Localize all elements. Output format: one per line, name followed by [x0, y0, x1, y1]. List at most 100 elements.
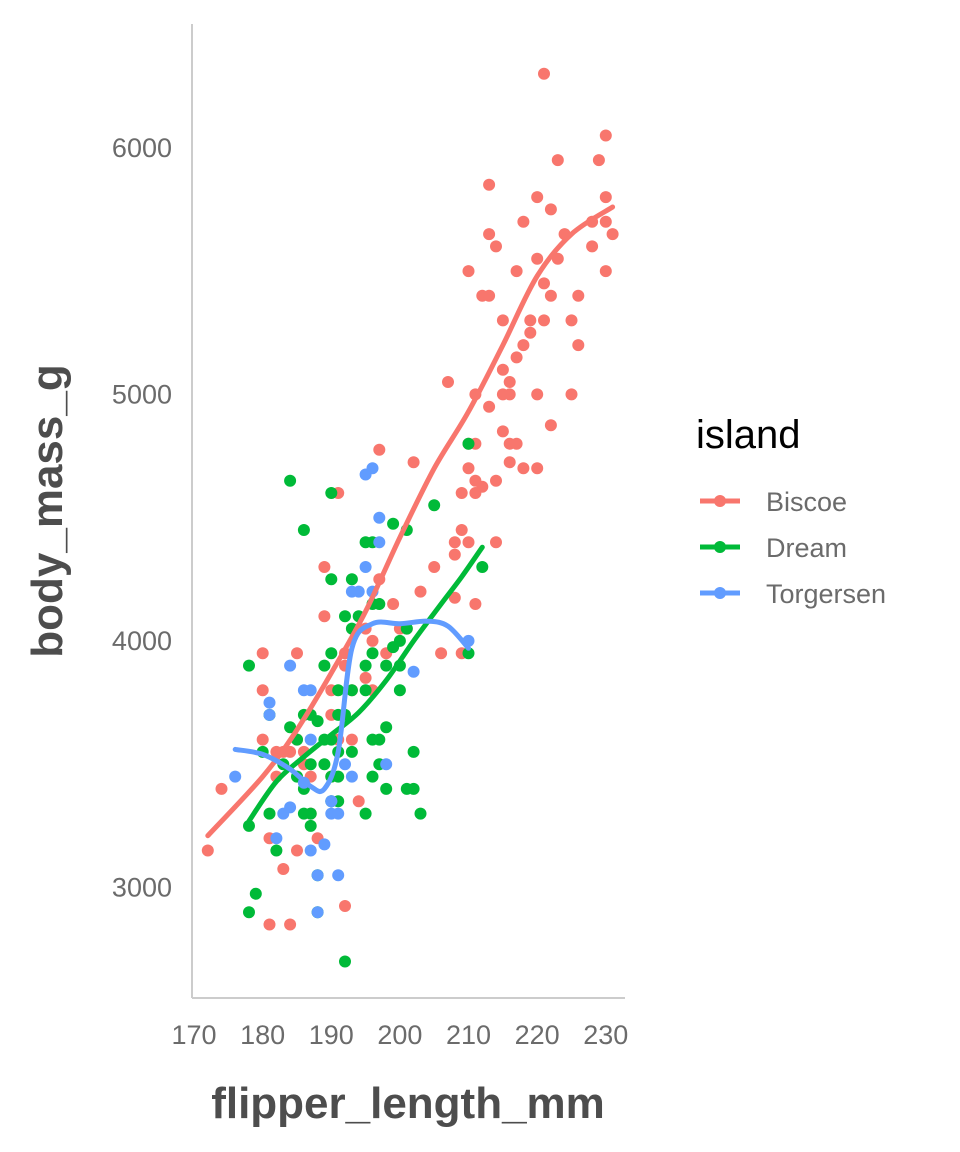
data-point — [318, 758, 331, 771]
data-point — [393, 634, 406, 647]
data-point — [517, 215, 530, 228]
x-tick-label: 190 — [309, 1020, 354, 1050]
data-point — [291, 647, 303, 660]
data-point — [304, 758, 317, 771]
data-point — [442, 376, 454, 388]
data-point — [284, 659, 297, 672]
data-point — [311, 869, 324, 882]
smooth-line-torgersen — [232, 618, 471, 795]
x-axis-title: flipper_length_mm — [211, 1079, 605, 1128]
data-point — [332, 770, 345, 783]
data-point — [345, 585, 358, 598]
data-point — [551, 154, 564, 167]
legend-items: Biscoe Dream Torgersen — [700, 487, 886, 609]
data-point — [393, 684, 406, 697]
smooth-lines — [205, 204, 616, 839]
data-point — [462, 265, 475, 278]
data-point — [538, 67, 550, 80]
data-point — [345, 573, 358, 586]
data-point — [263, 708, 276, 721]
data-point — [483, 228, 496, 241]
data-point — [490, 240, 502, 253]
data-point — [435, 647, 448, 660]
data-point — [332, 869, 345, 882]
data-point — [366, 634, 379, 647]
data-point — [256, 733, 269, 746]
data-point — [538, 314, 550, 327]
data-point — [270, 832, 283, 845]
data-point — [284, 721, 297, 734]
data-point — [229, 770, 242, 783]
data-point — [531, 191, 544, 204]
data-point — [345, 745, 358, 758]
data-point — [455, 487, 468, 499]
data-point — [311, 715, 324, 728]
data-point — [339, 610, 351, 623]
data-point — [544, 289, 557, 302]
data-point — [284, 801, 297, 814]
data-point — [318, 659, 331, 672]
data-point — [304, 819, 317, 832]
data-point — [531, 252, 544, 265]
data-point — [215, 782, 228, 795]
data-point — [483, 178, 496, 191]
y-tick-label: 6000 — [112, 133, 172, 163]
data-point — [284, 918, 297, 931]
data-point — [359, 671, 372, 684]
data-point — [462, 647, 475, 660]
data-point — [476, 561, 489, 573]
y-tick-label: 4000 — [112, 626, 172, 656]
data-point — [448, 591, 461, 604]
data-point — [297, 807, 310, 820]
series-torgersen — [229, 462, 475, 919]
data-point — [517, 339, 530, 352]
data-point — [407, 745, 420, 758]
data-point — [483, 400, 496, 413]
data-point — [496, 425, 509, 438]
legend-item-biscoe: Biscoe — [700, 487, 847, 517]
data-point — [572, 289, 585, 302]
data-point — [325, 487, 338, 499]
data-point — [256, 647, 269, 660]
data-point — [325, 647, 338, 660]
data-point — [565, 388, 578, 401]
y-tick-label: 3000 — [112, 873, 172, 903]
data-point — [455, 524, 468, 536]
data-point — [380, 758, 393, 771]
x-tick-label: 210 — [446, 1020, 491, 1050]
data-point — [476, 480, 489, 493]
data-point — [352, 795, 365, 808]
data-point — [359, 659, 372, 672]
data-point — [538, 277, 550, 290]
data-point — [565, 314, 578, 327]
data-point — [304, 733, 317, 746]
data-point — [586, 240, 599, 253]
data-point — [318, 838, 331, 851]
data-point — [510, 437, 523, 450]
y-tick-labels: 3000 4000 5000 6000 — [112, 133, 172, 903]
data-point — [387, 517, 400, 530]
legend-dot-icon — [714, 541, 726, 553]
data-point — [318, 561, 331, 573]
smooth-line-dream — [246, 544, 485, 824]
data-point — [263, 696, 276, 709]
data-point — [291, 844, 303, 857]
data-point — [345, 733, 358, 746]
data-point — [366, 647, 379, 660]
data-point — [524, 326, 537, 339]
data-point — [544, 419, 557, 432]
data-point — [373, 536, 386, 549]
data-point — [270, 844, 283, 857]
x-tick-labels: 170 180 190 200 210 220 230 — [172, 1020, 629, 1050]
data-point — [263, 918, 276, 931]
legend-label: Biscoe — [766, 487, 847, 517]
data-point — [599, 129, 612, 142]
data-point — [414, 807, 427, 820]
data-point — [599, 191, 612, 204]
data-point — [483, 289, 496, 302]
data-point — [304, 684, 317, 697]
data-point — [428, 499, 441, 512]
smooth-line-biscoe — [205, 204, 616, 839]
data-point — [243, 906, 255, 919]
